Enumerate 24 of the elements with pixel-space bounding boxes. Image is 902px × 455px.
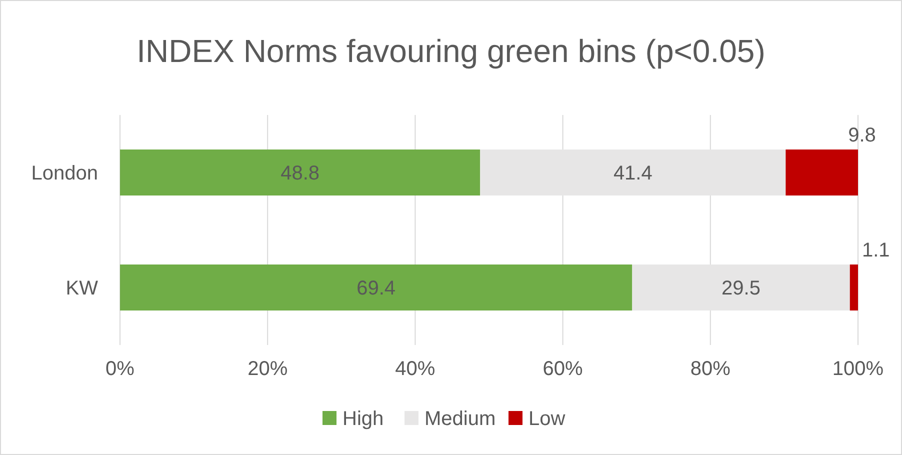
x-tick-label: 100%	[832, 358, 884, 380]
x-tick-label: 80%	[690, 358, 731, 380]
bar	[850, 264, 858, 310]
bar	[120, 264, 632, 310]
chart-title: INDEX Norms favouring green bins (p<0.05)	[136, 33, 766, 69]
data-label: 41.4	[613, 162, 652, 184]
data-label: 1.1	[862, 240, 890, 262]
x-tick-label: 0%	[106, 358, 135, 380]
legend-label: Medium	[424, 408, 496, 430]
bar	[786, 150, 858, 196]
bar	[120, 150, 480, 196]
x-tick-label: 20%	[248, 358, 288, 380]
data-label: 29.5	[722, 278, 760, 300]
bar	[632, 264, 850, 310]
data-label: 69.4	[356, 278, 396, 300]
data-label: 48.8	[280, 162, 320, 184]
bar	[480, 150, 786, 196]
x-tick-label: 60%	[542, 358, 584, 380]
y-tick-label: London	[31, 162, 98, 184]
legend-label: Low	[528, 408, 566, 430]
y-tick-label: KW	[66, 278, 98, 300]
legend-label: High	[342, 408, 384, 430]
data-label: 9.8	[848, 124, 876, 146]
x-tick-label: 40%	[395, 358, 436, 380]
